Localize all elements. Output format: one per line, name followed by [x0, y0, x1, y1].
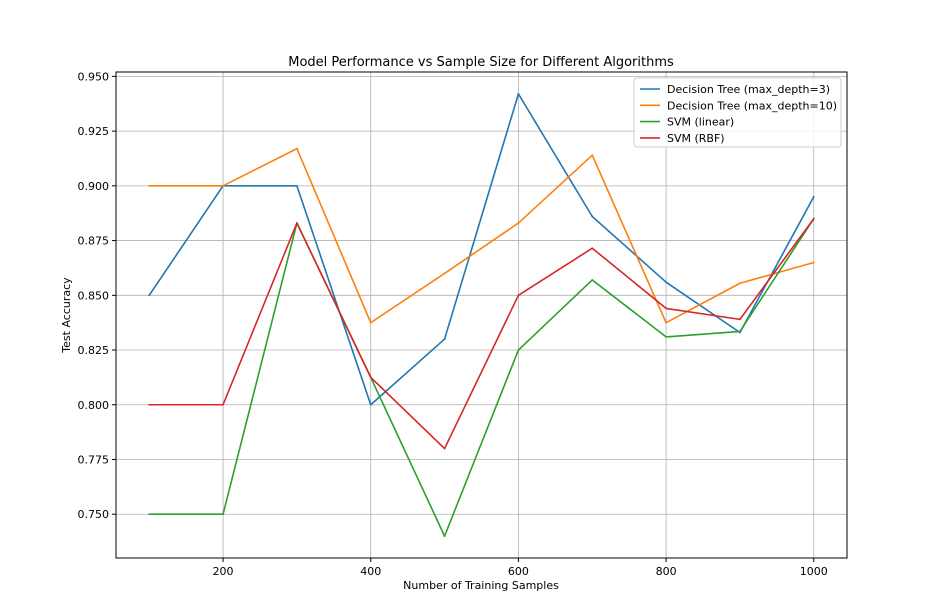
x-tick-label: 800	[656, 565, 677, 578]
data-point	[296, 222, 298, 224]
plot-frame	[115, 71, 848, 559]
data-point	[369, 321, 372, 324]
data-point	[443, 447, 446, 450]
data-point	[812, 261, 815, 264]
data-point	[739, 282, 741, 285]
y-tick-label: 0.900	[78, 180, 110, 193]
series-lines	[148, 92, 815, 538]
axis-ticks: 200 400 600 800 1000 0.750 0.775 0.800 0.825 0.85…	[78, 70, 828, 578]
legend-label: Decision Tree (max_depth=10)	[667, 99, 837, 112]
y-tick-label: 0.800	[78, 399, 110, 412]
y-tick-label: 0.775	[78, 453, 110, 466]
y-tick-label: 0.925	[78, 125, 110, 138]
data-point	[222, 403, 224, 406]
chart-title: Model Performance vs Sample Size for Dif…	[288, 55, 674, 70]
data-point	[739, 318, 741, 321]
legend-label: Decision Tree (max_depth=3)	[667, 83, 830, 96]
data-point	[443, 272, 446, 275]
legend-box	[633, 77, 842, 148]
legend-label: SVM (RBF)	[667, 132, 725, 145]
series-line-1	[148, 93, 815, 406]
data-point	[369, 403, 372, 406]
data-point	[812, 217, 815, 220]
data-point	[812, 195, 815, 198]
legend: Decision Tree (max_depth=3) Decision Tree…	[633, 77, 842, 148]
data-point	[296, 184, 298, 187]
data-point	[517, 92, 520, 95]
x-tick-label: 200	[213, 565, 234, 578]
data-point	[591, 279, 594, 281]
legend-label: SVM (linear)	[667, 116, 734, 129]
grid	[116, 72, 847, 558]
data-point	[148, 184, 151, 187]
x-tick-label: 600	[508, 565, 529, 578]
data-point	[443, 338, 446, 340]
x-axis-title: Number of Training Samples	[403, 579, 559, 592]
data-point	[665, 307, 667, 310]
data-point	[665, 321, 667, 324]
data-point	[148, 294, 151, 297]
data-point	[369, 376, 372, 379]
data-point	[591, 215, 594, 218]
series-line-2	[149, 147, 814, 324]
series-line-4	[149, 218, 815, 450]
data-point	[665, 281, 667, 284]
y-tick-label: 0.750	[78, 508, 110, 521]
data-point	[517, 349, 520, 351]
y-tick-label: 0.850	[78, 289, 110, 302]
y-tick-label: 0.950	[78, 70, 110, 83]
data-point	[222, 513, 224, 516]
y-tick-label: 0.825	[78, 344, 110, 357]
data-point	[148, 513, 151, 516]
x-tick-label: 400	[360, 565, 381, 578]
data-point	[591, 154, 594, 157]
y-tick-label: 0.875	[78, 235, 110, 248]
data-point	[517, 294, 520, 297]
data-point	[739, 330, 741, 333]
y-axis-title: Test Accuracy	[60, 277, 73, 354]
data-point	[517, 222, 520, 224]
data-point	[665, 335, 667, 338]
x-tick-label: 1000	[800, 565, 828, 578]
data-point	[222, 184, 224, 187]
data-point	[296, 147, 298, 150]
data-point	[148, 403, 151, 406]
data-point	[591, 247, 594, 250]
series-line-3	[149, 218, 815, 537]
data-point	[443, 535, 446, 538]
